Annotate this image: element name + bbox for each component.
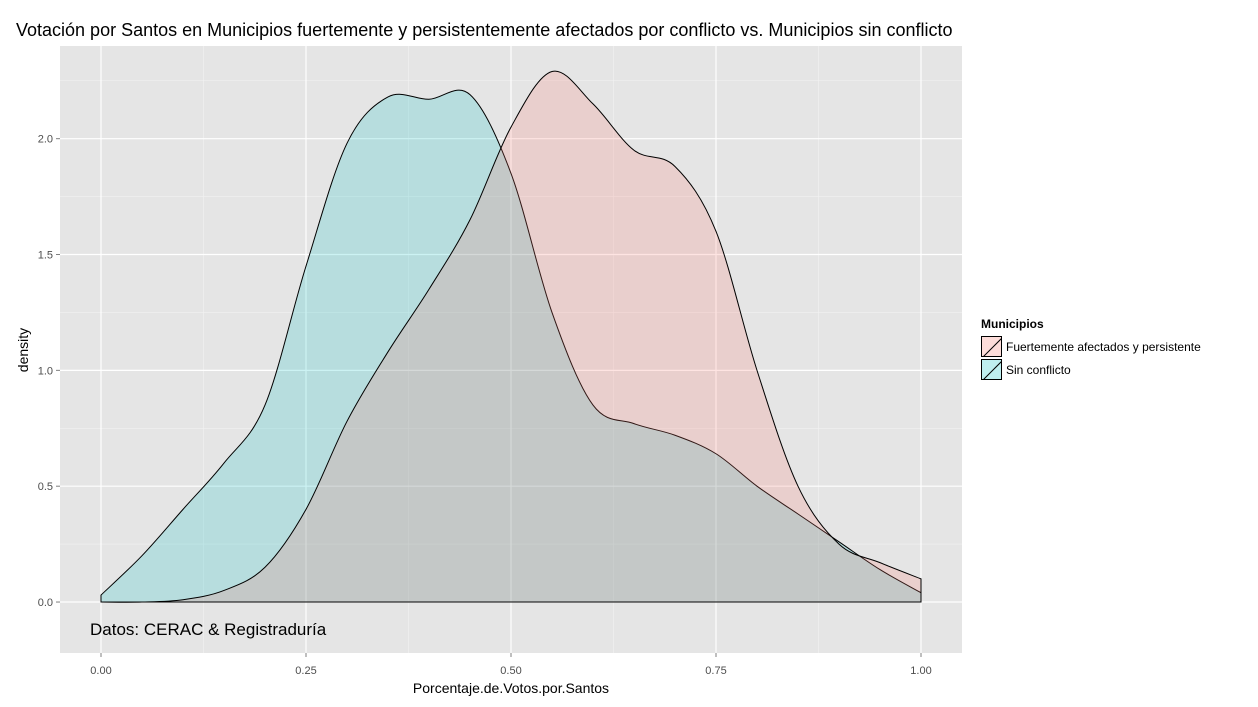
y-axis-title: density — [15, 328, 31, 372]
legend-title: Municipios — [981, 317, 1044, 331]
x-tick-label: 0.50 — [500, 665, 521, 677]
y-tick-label: 2.0 — [38, 134, 53, 146]
legend-label-sin-conflicto: Sin conflicto — [1006, 362, 1071, 377]
source-annotation: Datos: CERAC & Registraduría — [90, 620, 327, 639]
x-tick-label: 1.00 — [910, 665, 931, 677]
x-axis-title: Porcentaje.de.Votos.por.Santos — [413, 680, 609, 696]
grid — [60, 46, 962, 653]
axis-ticks: 0.00 0.25 0.50 0.75 1.00 0.0 0.5 1.0 1.5 2.0 — [38, 134, 932, 677]
legend-item-sin-conflicto: Sin conflicto — [981, 358, 1201, 381]
y-tick-label: 0.0 — [38, 597, 53, 609]
x-tick-label: 0.75 — [705, 665, 726, 677]
x-tick-label: 0.25 — [295, 665, 316, 677]
y-tick-label: 0.5 — [38, 481, 53, 493]
chart-title: Votación por Santos en Municipios fuerte… — [16, 20, 953, 40]
legend-key-fuertemente — [981, 336, 1002, 357]
legend-label-fuertemente: Fuertemente afectados y persistente — [1006, 339, 1201, 354]
legend-item-fuertemente: Fuertemente afectados y persistente — [981, 335, 1201, 358]
density-area-fuertemente — [100, 70, 922, 603]
y-tick-label: 1.0 — [38, 365, 53, 377]
legend: Municipios Fuertemente afectados y persi… — [981, 317, 1201, 381]
density-areas — [100, 70, 922, 603]
x-tick-label: 0.00 — [90, 665, 111, 677]
y-tick-label: 1.5 — [38, 250, 53, 262]
legend-key-sin-conflicto — [981, 359, 1002, 380]
density-area-sin-conflicto — [100, 89, 922, 603]
